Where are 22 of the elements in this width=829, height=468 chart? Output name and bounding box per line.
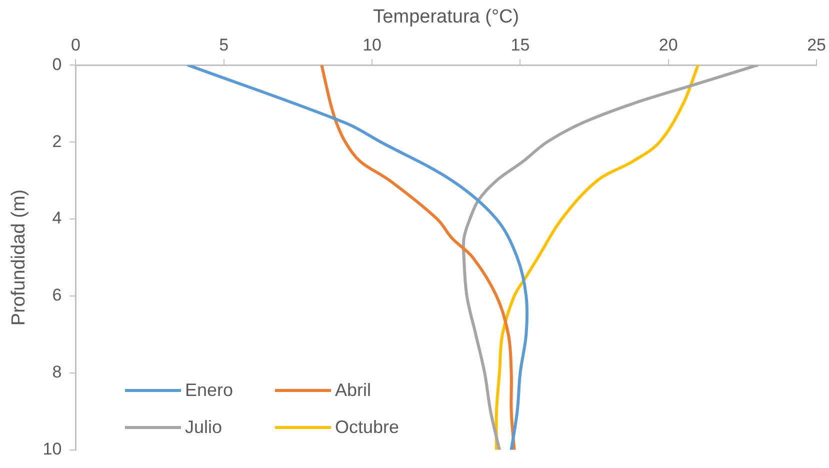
- x-axis-title: Temperatura (°C): [373, 6, 520, 28]
- x-tick-label: 15: [510, 36, 530, 55]
- y-tick-label: 0: [52, 54, 62, 74]
- legend-label: Julio: [185, 417, 222, 438]
- line-series: [320, 65, 516, 450]
- legend-label: Octubre: [335, 417, 400, 438]
- x-tick-label: 10: [362, 36, 382, 55]
- y-tick-label: 10: [42, 439, 62, 458]
- y-tick-label: 8: [52, 362, 62, 382]
- x-tick-label: 25: [807, 36, 826, 55]
- line-series: [462, 65, 759, 450]
- line-series: [494, 65, 700, 450]
- y-tick-label: 2: [52, 132, 62, 151]
- y-axis-title: Profundidad (m): [8, 189, 30, 326]
- x-tick-label: 5: [219, 36, 229, 55]
- line-series: [186, 65, 529, 450]
- y-tick-label: 6: [52, 286, 62, 305]
- x-tick-label: 20: [658, 36, 678, 55]
- legend-label: Enero: [185, 380, 234, 401]
- x-tick-label: 0: [70, 36, 80, 55]
- y-tick-label: 4: [52, 208, 62, 228]
- legend-label: Abril: [335, 380, 372, 401]
